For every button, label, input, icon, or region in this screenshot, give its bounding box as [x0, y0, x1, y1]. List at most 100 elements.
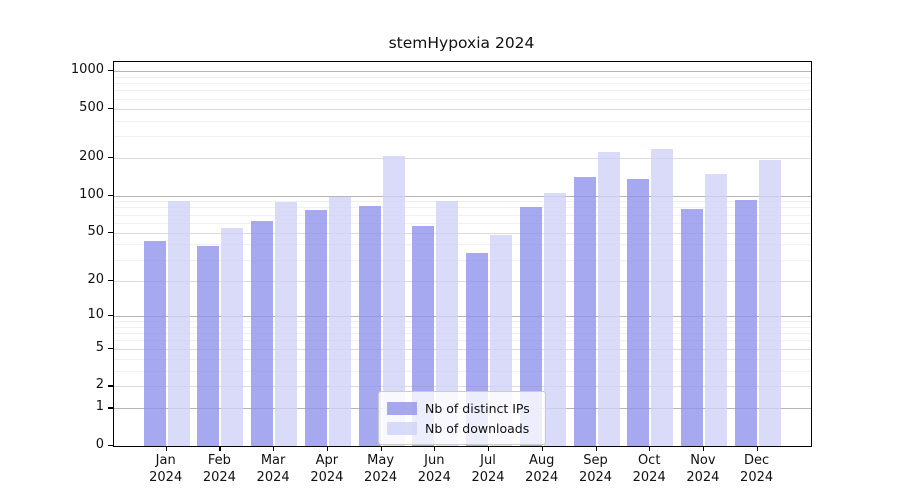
- x-tick-label-jan: Jan 2024: [149, 453, 183, 485]
- gridline-y-900: [114, 76, 811, 78]
- y-tick-label-500: 500: [79, 99, 104, 115]
- x-tick-label-oct: Oct 2024: [632, 453, 666, 485]
- gridline-y-40: [114, 244, 811, 246]
- x-tick-label-jun: Jun 2024: [417, 453, 451, 485]
- x-tick-nov: [702, 446, 705, 451]
- y-tick-10: [108, 314, 113, 316]
- legend-label-downloads: Nb of downloads: [425, 420, 530, 436]
- bar-downloads-dec: [758, 159, 781, 446]
- y-tick-100: [108, 194, 113, 196]
- gridline-y-6: [114, 340, 811, 342]
- x-tick-dec: [756, 446, 758, 451]
- x-tick-label-nov: Nov 2024: [686, 453, 720, 485]
- y-tick-5: [108, 347, 113, 349]
- x-tick-mar: [273, 446, 275, 451]
- bar-downloads-mar: [275, 202, 298, 446]
- gridline-y-600: [114, 98, 811, 100]
- gridline-y-30: [114, 259, 811, 261]
- y-tick-label-5: 5: [95, 339, 104, 355]
- gridline-y-100: [114, 195, 811, 197]
- y-tick-label-0: 0: [95, 437, 104, 452]
- y-tick-label-1000: 1000: [70, 61, 104, 77]
- gridline-y-3: [114, 370, 811, 372]
- gridline-y-10: [114, 315, 811, 317]
- gridline-y-7: [114, 333, 811, 335]
- y-tick-20: [108, 279, 113, 281]
- y-tick-label-1: 1: [95, 399, 104, 415]
- gridline-y-800: [114, 83, 811, 84]
- x-tick-label-feb: Feb 2024: [202, 453, 236, 485]
- x-tick-aug: [541, 446, 543, 451]
- bar-ips-may: [358, 206, 381, 446]
- y-tick-label-20: 20: [87, 271, 104, 287]
- legend-item-downloads: Nb of downloads: [387, 418, 537, 438]
- legend-swatch-distinct-ips: [387, 401, 417, 415]
- bar-ips-dec: [734, 199, 757, 446]
- y-tick-label-200: 200: [79, 149, 104, 165]
- gridline-y-1000: [114, 70, 811, 72]
- gridline-y-50: [114, 232, 811, 234]
- gridline-y-200: [114, 158, 811, 160]
- y-tick-50: [108, 231, 113, 233]
- bar-downloads-jun: [436, 201, 459, 446]
- y-tick-1000: [108, 69, 113, 72]
- gridline-y-700: [114, 90, 811, 92]
- y-tick-200: [108, 157, 113, 159]
- x-tick-label-sep: Sep 2024: [578, 453, 613, 485]
- y-tick-label-10: 10: [87, 306, 104, 322]
- y-tick-label-100: 100: [79, 186, 104, 202]
- gridline-y-60: [114, 222, 811, 224]
- y-tick-0: [108, 445, 113, 447]
- x-tick-label-aug: Aug 2024: [525, 453, 559, 485]
- gridline-y-2: [114, 386, 811, 388]
- y-tick-2: [108, 385, 113, 387]
- legend: Nb of distinct IPs Nb of downloads: [378, 391, 546, 445]
- chart-title: stemHypoxia 2024: [388, 34, 535, 52]
- x-tick-jan: [165, 446, 167, 451]
- legend-label-distinct-ips: Nb of distinct IPs: [425, 400, 530, 416]
- bar-ips-nov: [680, 208, 703, 446]
- gridline-y-5: [114, 348, 811, 350]
- bar-downloads-may: [382, 155, 405, 446]
- gridline-y-20: [114, 280, 811, 282]
- legend-item-distinct-ips: Nb of distinct IPs: [387, 398, 537, 418]
- bar-downloads-aug: [543, 192, 566, 446]
- x-tick-apr: [326, 446, 329, 451]
- legend-swatch-downloads: [387, 421, 417, 435]
- gridline-y-8: [114, 326, 811, 328]
- bar-ips-apr: [304, 209, 327, 446]
- bar-ips-aug: [519, 207, 542, 446]
- x-tick-sep: [595, 446, 597, 451]
- bar-ips-jun: [412, 225, 435, 446]
- bar-ips-jan: [143, 240, 166, 446]
- bar-ips-mar: [251, 221, 274, 446]
- x-tick-label-dec: Dec 2024: [740, 453, 774, 485]
- bar-downloads-sep: [597, 151, 620, 446]
- x-tick-jul: [488, 446, 490, 451]
- bar-downloads-feb: [221, 227, 244, 446]
- x-tick-label-apr: Apr 2024: [310, 453, 344, 485]
- x-tick-label-mar: Mar 2024: [256, 453, 290, 485]
- gridline-y-300: [114, 136, 811, 138]
- x-tick-label-may: May 2024: [364, 453, 398, 485]
- y-tick-label-50: 50: [87, 223, 104, 239]
- y-tick-label-2: 2: [95, 377, 104, 393]
- bar-downloads-oct: [651, 149, 674, 446]
- x-tick-may: [380, 446, 382, 451]
- gridline-y-400: [114, 120, 811, 122]
- y-tick-1: [108, 407, 113, 409]
- gridline-y-4: [114, 358, 811, 360]
- bar-downloads-apr: [328, 196, 351, 446]
- bar-ips-feb: [197, 245, 220, 446]
- x-tick-jun: [434, 446, 436, 451]
- bar-downloads-nov: [704, 174, 727, 446]
- x-tick-oct: [649, 446, 651, 451]
- y-tick-500: [108, 107, 113, 109]
- gridline-y-80: [114, 207, 811, 209]
- plot-area: [113, 61, 812, 447]
- gridline-y-70: [114, 214, 811, 216]
- gridline-y-90: [114, 201, 811, 203]
- gridline-y-500: [114, 108, 811, 110]
- x-tick-feb: [219, 446, 221, 451]
